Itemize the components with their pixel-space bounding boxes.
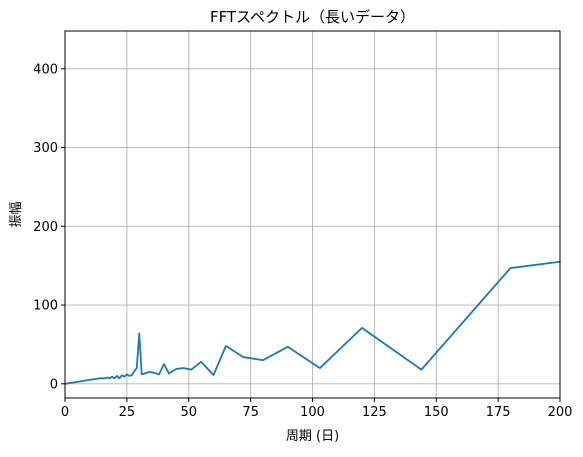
y-tick-label: 400 (33, 62, 58, 77)
x-axis-label: 周期 (日) (286, 429, 339, 444)
y-tick-label: 300 (33, 141, 58, 156)
grid (64, 31, 561, 398)
x-tick-label: 0 (61, 405, 69, 420)
y-tick-label: 0 (50, 377, 58, 392)
y-tick-label: 100 (33, 299, 58, 314)
x-tick-label: 200 (548, 405, 573, 420)
x-tick-label: 175 (486, 405, 511, 420)
x-tick-label: 150 (424, 405, 449, 420)
series-line (64, 260, 561, 385)
chart-title: FFTスペクトル（長いデータ） (210, 8, 415, 26)
x-axis: 0 25 50 75 100 125 150 175 200 (61, 398, 573, 420)
series-layer (64, 260, 561, 385)
x-tick-label: 100 (300, 405, 325, 420)
x-tick-label: 50 (180, 405, 197, 420)
y-axis: 0 100 200 300 400 (33, 62, 65, 392)
x-tick-label: 25 (119, 405, 136, 420)
y-tick-label: 200 (33, 220, 58, 235)
x-tick-label: 75 (242, 405, 259, 420)
y-axis-label: 振幅 (9, 201, 24, 227)
x-tick-label: 125 (362, 405, 387, 420)
